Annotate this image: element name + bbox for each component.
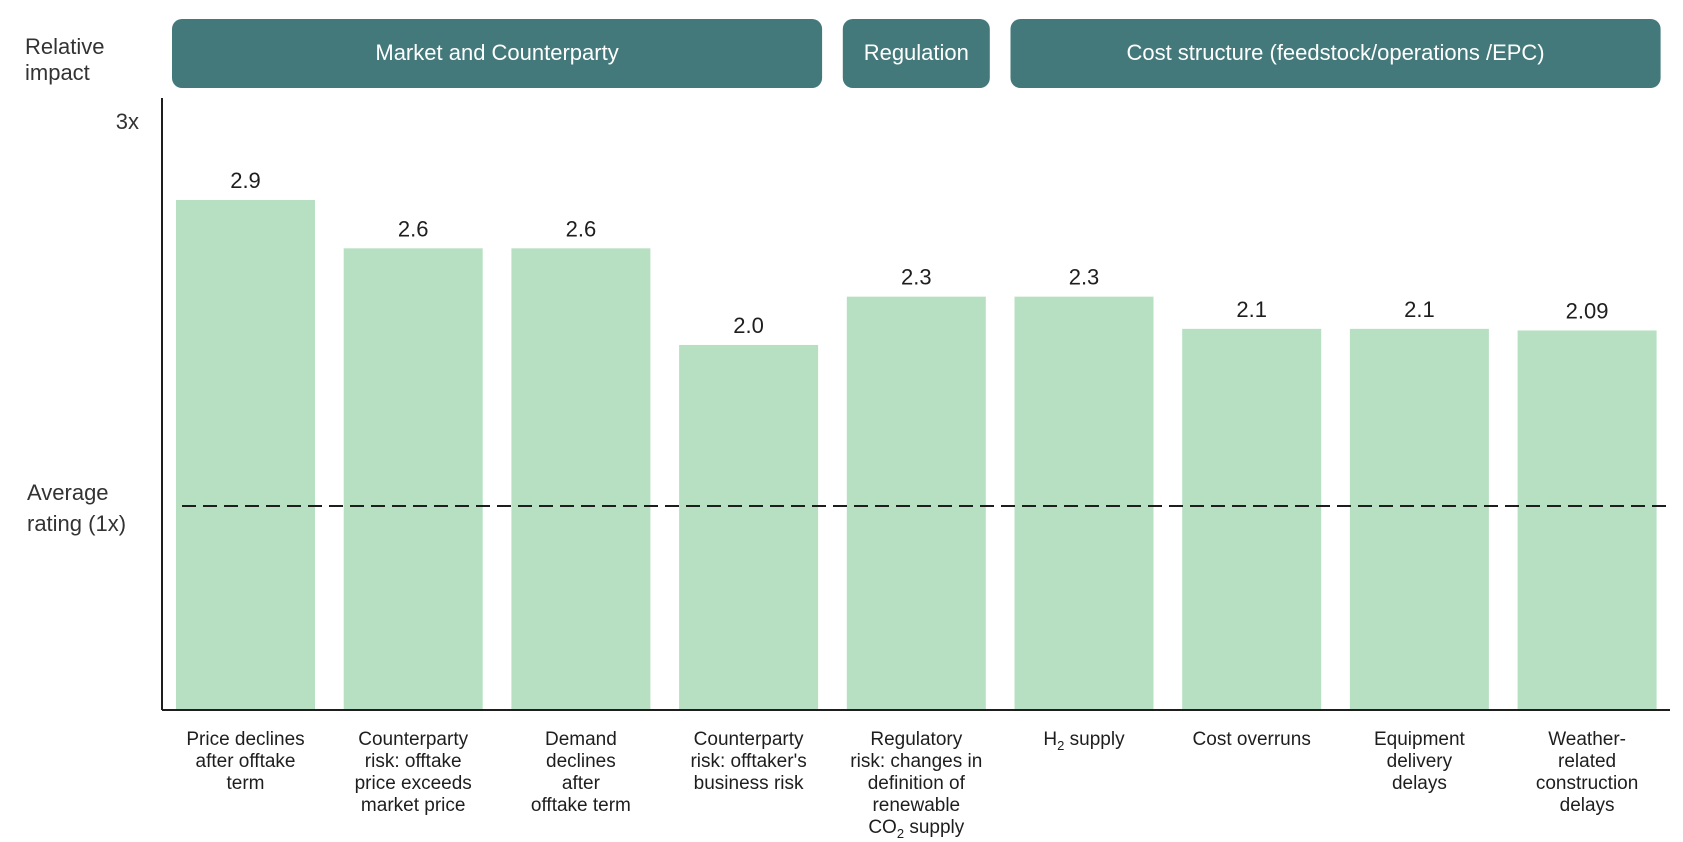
bar xyxy=(1349,328,1489,710)
group-headers: Market and Counterparty Regulation Cost st… xyxy=(172,19,1661,88)
group-header-label: Cost structure (feedstock/operations /EP… xyxy=(1126,40,1544,65)
axes xyxy=(161,98,1670,711)
value-label: 2.1 xyxy=(1236,297,1267,322)
average-rating-label: rating (1x) xyxy=(27,511,126,536)
bar xyxy=(679,344,819,710)
bar xyxy=(176,200,315,710)
value-label: 2.3 xyxy=(901,265,932,290)
group-header xyxy=(172,19,823,88)
category-label: Counterparty risk: offtaker's business ris… xyxy=(690,729,806,794)
value-label: 2.9 xyxy=(230,168,261,193)
category-label: Cost overruns xyxy=(1193,729,1311,750)
bar xyxy=(1182,328,1322,710)
value-label: 2.6 xyxy=(398,216,429,241)
value-label: 2.1 xyxy=(1404,297,1435,322)
value-label: 2.3 xyxy=(1069,265,1100,290)
bar xyxy=(1517,330,1657,710)
value-label: 2.6 xyxy=(566,216,597,241)
value-label: 2.0 xyxy=(733,313,764,338)
group-header xyxy=(1010,19,1661,88)
group-header-label: Market and Counterparty xyxy=(375,40,618,65)
average-rating-label: Average xyxy=(27,480,109,505)
category-label: Demand declines after offtake term xyxy=(531,729,631,816)
chart-text: 2.9 Price declines after offtake term 2.6 Cou… xyxy=(25,34,1638,841)
bar xyxy=(511,248,651,710)
category-label: Counterparty risk: offtake price exceeds ma… xyxy=(355,729,472,816)
category-label: Price declines after offtake term xyxy=(186,729,304,794)
category-label: Equipment delivery delays xyxy=(1374,729,1466,794)
bars xyxy=(176,200,1657,710)
value-label: 2.09 xyxy=(1566,298,1609,323)
category-label: Weather-related construction delays xyxy=(1536,729,1638,816)
bar xyxy=(846,296,986,710)
category-label: Regulatory risk: changes in definition of r… xyxy=(850,729,982,841)
bar xyxy=(1014,296,1154,710)
y-axis-top-tick: 3x xyxy=(116,109,139,134)
y-axis-title: impact xyxy=(25,60,90,85)
group-header-label: Regulation xyxy=(864,40,969,65)
category-label: H2 supply xyxy=(1043,729,1125,753)
y-axis-title: Relative xyxy=(25,34,104,59)
group-header xyxy=(842,19,990,88)
bar xyxy=(343,248,483,710)
